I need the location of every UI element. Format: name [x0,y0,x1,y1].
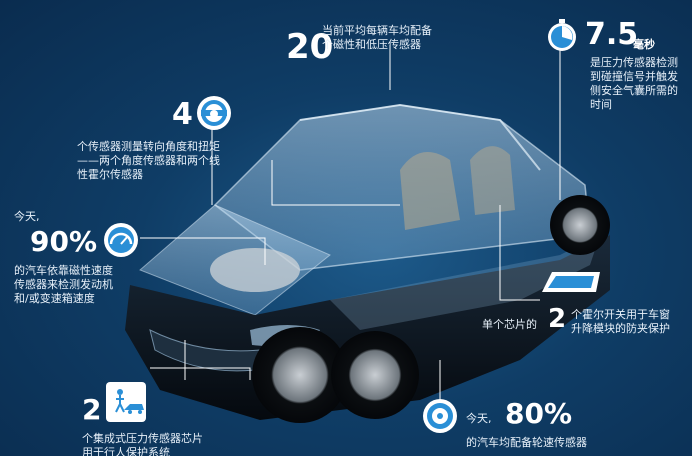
steering-sensors-line1: 个传感器测量转向角度和扭矩 [77,140,220,153]
wheel-speed-number: 80% [505,397,573,430]
window-icon [540,270,602,294]
hall-switch-line2: 升降模块的防夹保护 [571,322,670,335]
airbag-time-line3: 侧安全气囊所需的 [590,84,678,97]
tire-icon [422,398,458,434]
airbag-time-line2: 到碰撞信号并触发 [590,70,678,83]
steering-sensors-line3: 性霍尔传感器 [77,168,143,181]
sensors-per-car-number: 20 [286,27,334,67]
hall-switch-line1: 个霍尔开关用于车窗 [571,308,670,321]
speed-sensors-line3: 和/或变速箱速度 [14,292,95,305]
speedometer-icon [103,222,139,258]
airbag-time-line4: 时间 [590,98,612,111]
steering-sensors-line2: ——两个角度传感器和两个线 [77,154,220,167]
steering-sensors-number: 4 [172,97,193,132]
pressure-chips-line2: 用于行人保护系统 [82,446,170,456]
wheel-speed-line1: 的汽车均配备轮速传感器 [466,436,587,449]
speed-sensors-number: 90% [30,225,98,258]
hall-switch-prefix: 单个芯片的 [482,318,537,331]
airbag-time-line1: 是压力传感器检测 [590,56,678,69]
airbag-time-unit: 毫秒 [633,38,655,51]
wheel-speed-prefix: 今天, [466,412,492,425]
sensors-per-car-line1: 当前平均每辆车均配备 [322,24,432,37]
stopwatch-icon [545,18,579,52]
pressure-chips-line1: 个集成式压力传感器芯片 [82,432,203,445]
speed-sensors-line2: 传感器来检测发动机 [14,278,113,291]
speed-sensors-line1: 的汽车依靠磁性速度 [14,264,113,277]
hall-switch-number: 2 [548,304,567,334]
sensors-per-car-line2: 个磁性和低压传感器 [322,38,421,51]
airbag-time-number: 7.5 [585,17,639,52]
pedestrian-car-icon [106,382,146,422]
speed-sensors-prefix: 今天, [14,210,40,223]
steering-wheel-icon [196,95,232,131]
pressure-chips-number: 2 [82,393,102,426]
